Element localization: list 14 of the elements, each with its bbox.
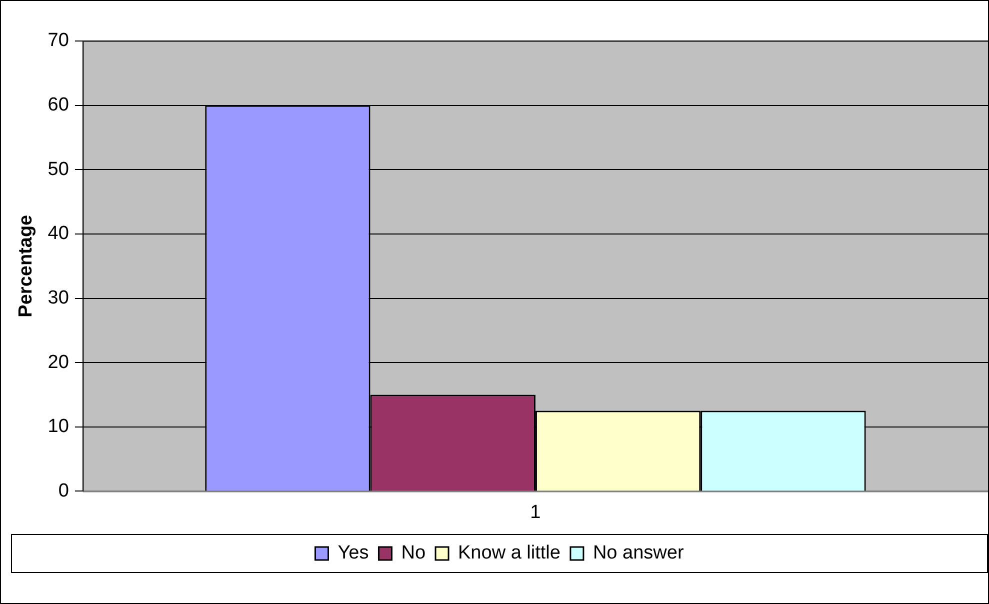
legend-label: No answer bbox=[592, 542, 684, 564]
legend-label: Know a little bbox=[458, 542, 560, 564]
y-tick-label: 20 bbox=[48, 352, 69, 373]
x-tick-label: 1 bbox=[530, 502, 541, 523]
y-tick-label: 60 bbox=[48, 94, 69, 116]
y-axis-title: Percentage bbox=[16, 214, 37, 318]
y-tick-label: 10 bbox=[48, 416, 69, 438]
y-tick-label: 40 bbox=[48, 223, 69, 244]
y-tick-label: 30 bbox=[48, 287, 69, 308]
y-tick-label: 70 bbox=[48, 30, 69, 52]
y-tick-label: 50 bbox=[48, 158, 69, 180]
legend-label: No bbox=[401, 542, 426, 564]
legend-label: Yes bbox=[338, 542, 369, 564]
y-tick-label: 0 bbox=[58, 480, 69, 502]
